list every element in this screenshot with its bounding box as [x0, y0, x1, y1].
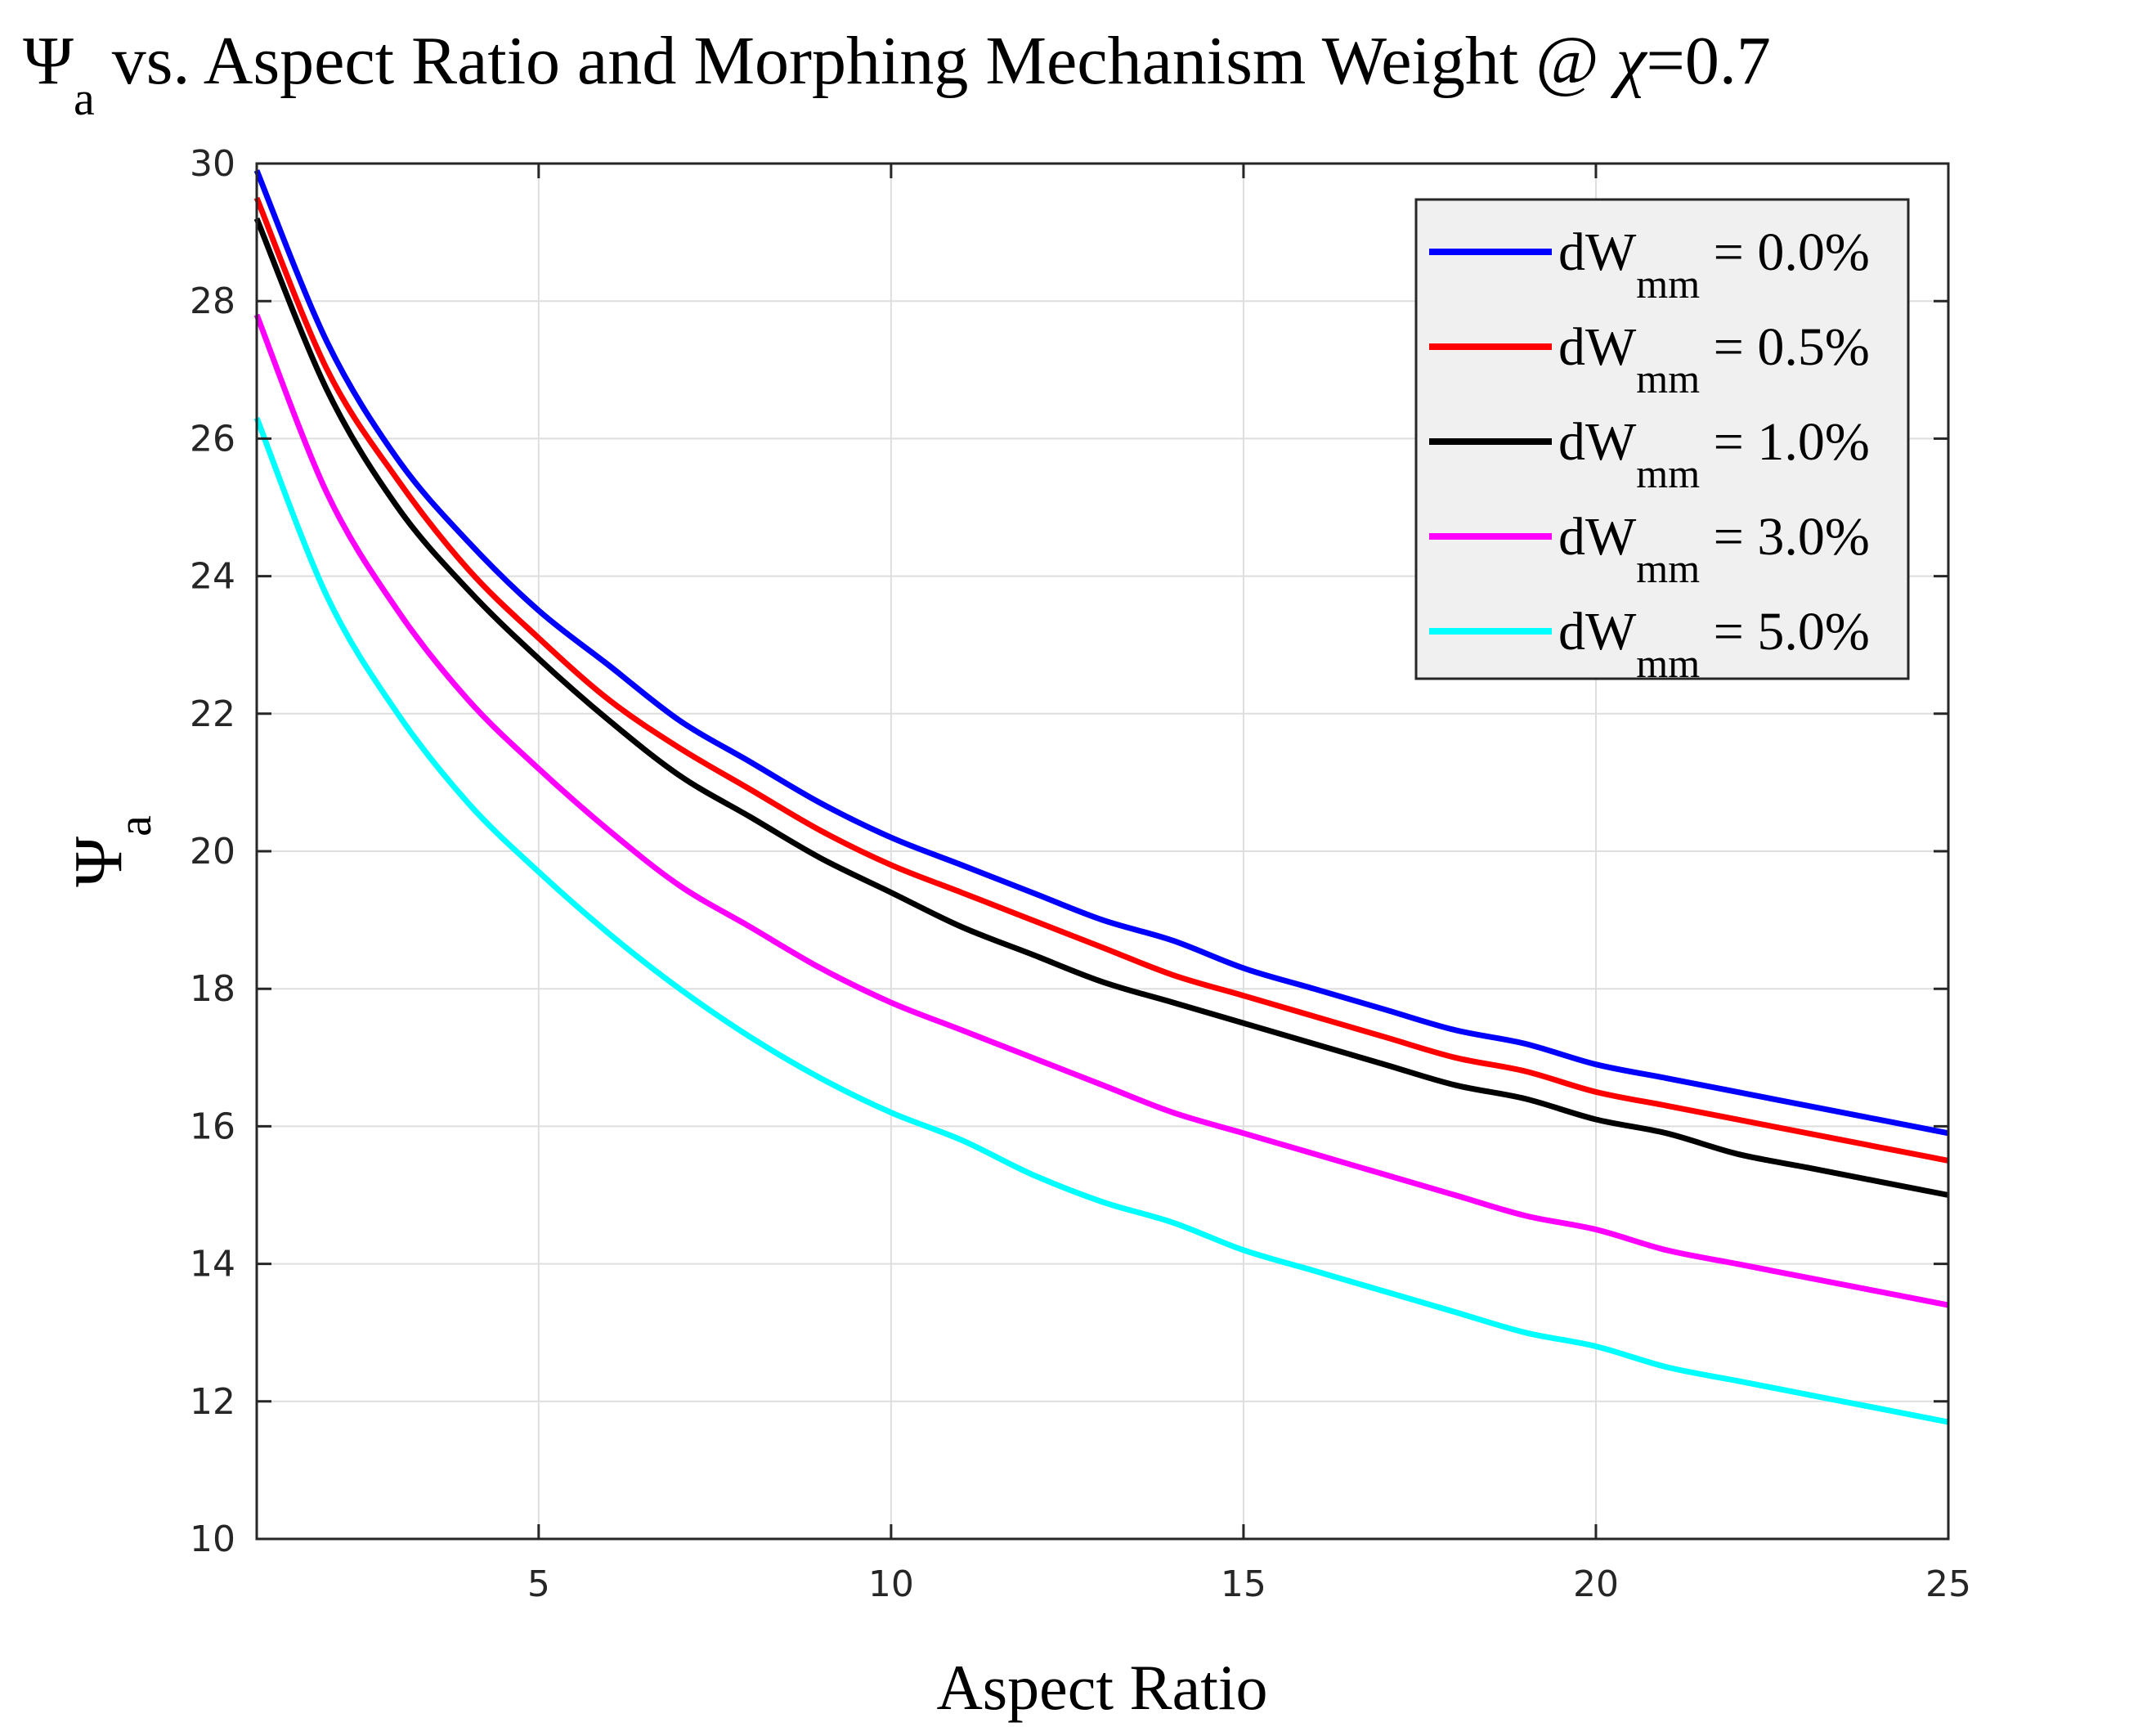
- plot-frame: [255, 162, 1950, 1541]
- legend: dWmm = 0.0% dWmm = 0.5% dWmm = 1.0% dWmm = …: [1414, 198, 1910, 686]
- series-line-0: [253, 169, 1949, 1137]
- series-line-3: [253, 313, 1949, 1308]
- legend-label-3: dWmm = 3.0%: [1558, 507, 1870, 591]
- x-tick-label: 5: [527, 1563, 550, 1605]
- axis-ticks: 5 10 15 20 25 10 12 14 16 18 20 22 24 26 28 30: [190, 143, 1971, 1605]
- y-tick-label: 26: [190, 418, 235, 460]
- y-label-psi-symbol: Ψ: [61, 837, 137, 887]
- x-tick-label: 25: [1925, 1563, 1971, 1605]
- y-tick-label: 10: [190, 1518, 235, 1560]
- y-tick-label: 18: [190, 968, 235, 1010]
- legend-label-1: dWmm = 0.5%: [1558, 317, 1870, 401]
- y-tick-label: 22: [190, 693, 235, 735]
- y-tick-label: 30: [190, 143, 235, 185]
- x-axis-label: Aspect Ratio: [936, 1652, 1267, 1723]
- title-text: vs. Aspect Ratio and Morphing Mechanism …: [95, 23, 1616, 99]
- y-label-subscript: a: [108, 815, 161, 837]
- y-axis-label: Ψa: [61, 815, 161, 887]
- title-psi-symbol: Ψ: [23, 23, 74, 99]
- y-tick-label: 24: [190, 556, 235, 598]
- chart-title: Ψa vs. Aspect Ratio and Morphing Mechani…: [23, 23, 1771, 125]
- title-psi-subscript: a: [74, 72, 95, 125]
- y-tick-label: 28: [190, 280, 235, 322]
- legend-label-0: dWmm = 0.0%: [1558, 222, 1870, 307]
- y-tick-label: 14: [190, 1244, 235, 1285]
- legend-entries: dWmm = 0.0% dWmm = 0.5% dWmm = 1.0% dWmm = …: [1429, 222, 1870, 686]
- series-line-4: [253, 416, 1949, 1425]
- y-tick-label: 12: [190, 1381, 235, 1423]
- legend-label-2: dWmm = 1.0%: [1558, 412, 1870, 496]
- title-chi-value: =0.7: [1647, 23, 1771, 99]
- x-tick-label: 20: [1573, 1563, 1619, 1605]
- x-tick-label: 15: [1221, 1563, 1266, 1605]
- y-tick-label: 20: [190, 831, 235, 872]
- legend-label-4: dWmm = 5.0%: [1558, 602, 1870, 686]
- series-lines: [253, 169, 1949, 1425]
- series-line-1: [253, 196, 1949, 1164]
- x-tick-label: 10: [868, 1563, 914, 1605]
- series-line-2: [253, 217, 1949, 1198]
- title-chi-symbol: χ: [1611, 23, 1648, 99]
- y-tick-label: 16: [190, 1106, 235, 1147]
